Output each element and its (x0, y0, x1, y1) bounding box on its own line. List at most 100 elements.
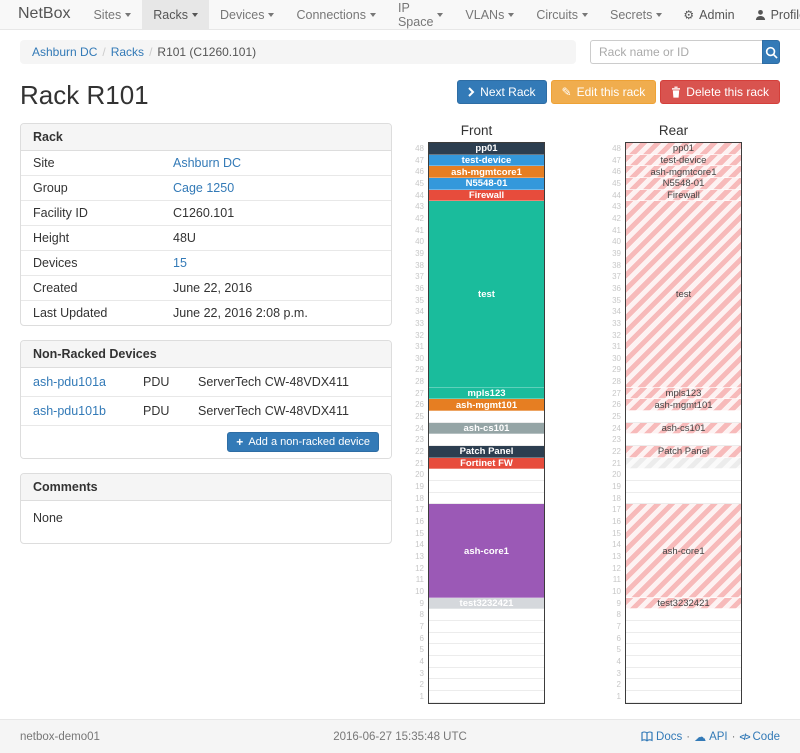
breadcrumb-link-ashburn-dc[interactable]: Ashburn DC (32, 45, 98, 59)
profile-link[interactable]: Profile (745, 0, 800, 29)
device-row: ash-pdu101b PDU ServerTech CW-48VDX411 (21, 396, 391, 425)
rack-slot-rear-n5548-01[interactable]: N5548-01 (626, 177, 741, 190)
rack-slot-rear-test-device[interactable]: test-device (626, 154, 741, 167)
unit-number: 48 (415, 144, 424, 153)
edit-rack-button[interactable]: ✎ Edit this rack (550, 80, 657, 104)
attr-value[interactable]: 15 (173, 256, 187, 270)
comments-panel: Comments None (20, 473, 392, 544)
delete-rack-button[interactable]: Delete this rack (660, 80, 780, 104)
breadcrumb-link-racks[interactable]: Racks (110, 45, 145, 59)
unit-number: 18 (415, 493, 424, 503)
unit-number: 4 (616, 656, 621, 666)
code-icon: </> (739, 731, 750, 742)
unit-number: 42 (415, 213, 424, 223)
unit-number: 23 (415, 435, 424, 445)
rack-slot-empty (626, 632, 741, 645)
caret-down-icon (369, 12, 376, 17)
rack-slot-rear-ash-core1[interactable]: ash-core1 (626, 504, 741, 598)
add-non-racked-device-button[interactable]: + Add a non-racked device (227, 432, 379, 452)
nav-item-vlans[interactable]: VLANs (454, 0, 525, 29)
rack-slot-front-patch-panel[interactable]: Patch Panel (429, 446, 544, 458)
rack-slot-front-ash-core1[interactable]: ash-core1 (429, 504, 544, 598)
page-title: Rack R101 (20, 80, 149, 110)
caret-down-icon (125, 12, 132, 17)
rack-slot-front-test3232421[interactable]: test3232421 (429, 597, 544, 610)
rack-slot-front-fortinet-fw[interactable]: Fortinet FW (429, 457, 544, 470)
unit-number: 35 (612, 295, 621, 305)
unit-number: 16 (415, 517, 424, 526)
docs-link[interactable]: Docs (641, 731, 682, 743)
unit-number: 11 (612, 575, 621, 585)
unit-number: 4 (419, 656, 424, 666)
rack-slot-front-mpls123[interactable]: mpls123 (429, 387, 544, 400)
search-input[interactable] (590, 40, 762, 64)
front-title: Front (460, 123, 493, 138)
left-column: Rack Site Ashburn DC Group Cage 1250 Facilit… (20, 123, 392, 558)
nav-item-sites[interactable]: Sites (82, 0, 142, 29)
rack-slot-rear-ash-mgmtcore1[interactable]: ash-mgmtcore1 (626, 166, 741, 178)
rack-slot-empty (429, 434, 544, 447)
rack-slot-rear-firewall[interactable]: Firewall (626, 189, 741, 202)
attr-value[interactable]: Cage 1250 (173, 181, 235, 195)
attr-label: Height (33, 231, 70, 245)
unit-number: 36 (415, 283, 424, 293)
unit-number: 39 (612, 248, 621, 258)
cloud-icon: ☁ (694, 729, 707, 744)
nav-item-connections[interactable]: Connections (285, 0, 387, 29)
nav-item-devices[interactable]: Devices (209, 0, 285, 29)
admin-link[interactable]: ⚙ Admin (683, 7, 735, 22)
rack-slot-empty (429, 690, 544, 703)
rack-slot-rear-patch-panel[interactable]: Patch Panel (626, 446, 741, 458)
device-model: ServerTech CW-48VDX411 (198, 375, 349, 389)
device-name-link[interactable]: ash-pdu101b (33, 404, 106, 418)
rack-slot-empty (626, 434, 741, 447)
search-button[interactable] (762, 40, 780, 64)
unit-number: 18 (612, 493, 621, 503)
rack-elevations: Front 48 47 46 45 44 43 42 41 40 39 38 37 36 35 34 33 32… (408, 123, 742, 704)
rack-rear: pp01 test-device ash-mgmtcore1 N5548-01 Fire… (625, 142, 742, 704)
api-link[interactable]: ☁ API (694, 729, 728, 744)
attr-value: June 22, 2016 (173, 281, 253, 295)
unit-number: 19 (415, 482, 424, 492)
unit-number: 29 (415, 365, 424, 375)
brand-logo[interactable]: NetBox (18, 5, 71, 22)
code-link[interactable]: </> Code (739, 730, 780, 743)
rack-slot-rear-mpls123[interactable]: mpls123 (626, 387, 741, 400)
rack-slot-rear-test3232421[interactable]: test3232421 (626, 597, 741, 610)
rack-slot-front-test-device[interactable]: test-device (429, 154, 544, 167)
nav-item-secrets[interactable]: Secrets (599, 0, 673, 29)
attr-value: June 22, 2016 2:08 p.m. (173, 306, 308, 320)
device-role: PDU (143, 404, 170, 418)
rack-slot-empty (626, 655, 741, 668)
nav-item-circuits[interactable]: Circuits (525, 0, 599, 29)
search-icon (765, 46, 778, 59)
rack-slot-rear-ash-mgmt101[interactable]: ash-mgmt101 (626, 399, 741, 412)
attr-row-height: Height 48U (21, 225, 391, 250)
rack-slot-rear-ash-cs101[interactable]: ash-cs101 (626, 422, 741, 435)
rack-slot-rear-test[interactable]: test (626, 201, 741, 388)
rack-slot-front-ash-cs101[interactable]: ash-cs101 (429, 422, 544, 435)
rack-slot-rear-pp01[interactable]: pp01 (626, 143, 741, 155)
nav-item-ip-space[interactable]: IP Space (387, 0, 454, 29)
unit-number: 7 (616, 621, 621, 631)
device-name-link[interactable]: ash-pdu101a (33, 375, 106, 389)
rack-slot-front-ash-mgmt101[interactable]: ash-mgmt101 (429, 399, 544, 412)
unit-number: 14 (612, 540, 621, 550)
nav-item-racks[interactable]: Racks (142, 0, 209, 29)
rack-slot-rear-device (626, 457, 741, 470)
rack-slot-front-pp01[interactable]: pp01 (429, 143, 544, 155)
footer-timestamp: 2016-06-27 15:35:48 UTC (333, 730, 467, 743)
attr-value[interactable]: Ashburn DC (173, 156, 242, 170)
unit-number: 8 (616, 610, 621, 620)
rack-slot-front-firewall[interactable]: Firewall (429, 189, 544, 202)
unit-number: 22 (612, 447, 621, 457)
rear-title: Rear (658, 123, 689, 138)
unit-number: 13 (415, 551, 424, 561)
rack-slot-front-test[interactable]: test (429, 201, 544, 388)
next-rack-button[interactable]: Next Rack (457, 80, 547, 104)
non-racked-table: ash-pdu101a PDU ServerTech CW-48VDX411 ash-… (21, 368, 391, 425)
rack-slot-front-ash-mgmtcore1[interactable]: ash-mgmtcore1 (429, 166, 544, 178)
unit-number: 25 (415, 412, 424, 422)
rack-slot-front-n5548-01[interactable]: N5548-01 (429, 177, 544, 190)
unit-number: 48 (612, 144, 621, 153)
